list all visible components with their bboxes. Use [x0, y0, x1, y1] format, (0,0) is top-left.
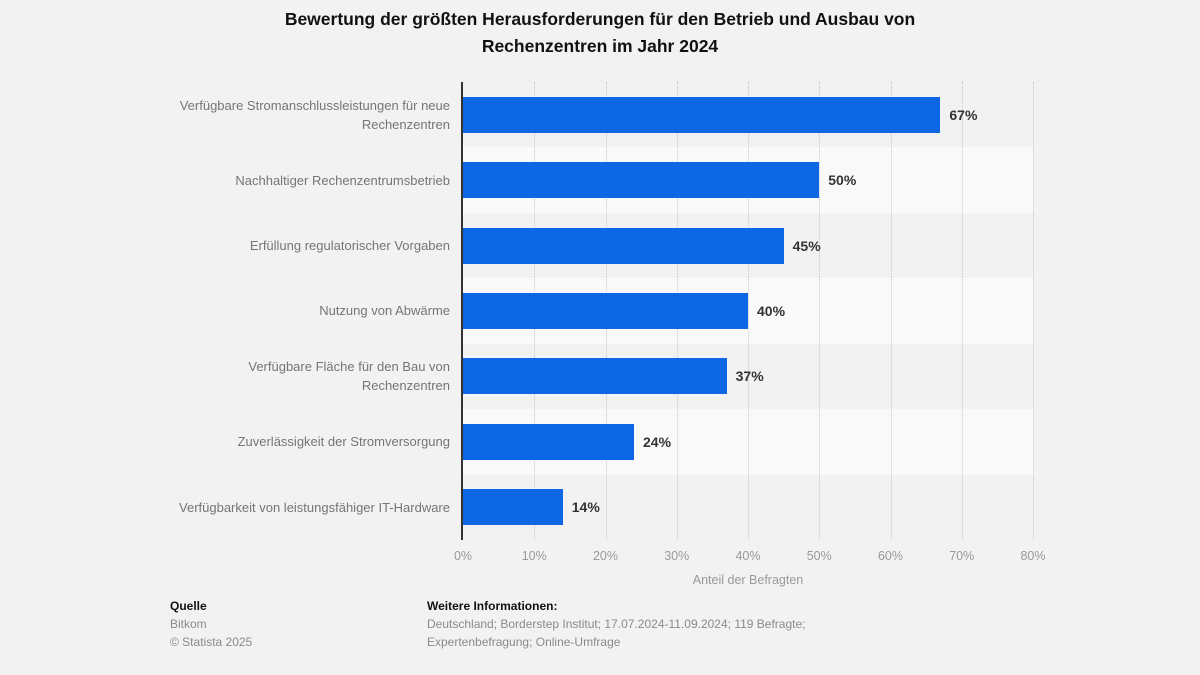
bar-3[interactable]	[463, 227, 784, 264]
category-axis-labels: Verfügbare Stromanschlussleistungen für …	[168, 82, 450, 540]
bar-value-label: 14%	[571, 499, 600, 516]
x-tick-label-80pct: 80%	[1020, 549, 1046, 563]
source-heading: Quelle	[170, 599, 207, 613]
category-label: Verfügbare Stromanschlussleistungen für …	[179, 97, 450, 132]
bar-5[interactable]	[463, 358, 727, 395]
bar-value-label: 45%	[792, 237, 821, 254]
category-label: Verfügbarkeit von leistungsfähiger IT-Ha…	[179, 499, 450, 515]
x-axis-tick-labels: 0% 10% 20% 30% 40% 50% 60% 70% 80%	[454, 549, 1046, 565]
x-tick-label-30pct: 30%	[664, 549, 690, 563]
category-label: Verfügbare Fläche für den Bau von Rechen…	[248, 359, 450, 394]
x-tick-label-70pct: 70%	[949, 549, 975, 563]
bar-value-label: 50%	[828, 172, 857, 189]
category-label: Zuverlässigkeit der Stromversorgung	[237, 434, 450, 450]
gridline-70	[961, 82, 963, 540]
gridline-80	[1033, 82, 1034, 540]
survey-details-line-1: Deutschland; Borderstep Institut; 17.07.…	[427, 617, 806, 631]
category-label: Erfüllung regulatorischer Vorgaben	[249, 238, 450, 254]
bar-1[interactable]	[463, 96, 941, 133]
bar-value-label: 37%	[735, 368, 764, 385]
value-axis-baseline	[461, 82, 463, 540]
chart-title-line-2: Rechenzentren im Jahr 2024	[481, 36, 719, 56]
further-information-heading: Weitere Informationen:	[427, 599, 558, 613]
category-label: Nachhaltiger Rechenzentrumsbetrieb	[235, 172, 450, 188]
chart-plot-area: 67% 50% 45% 40% 37% 24% 14%	[463, 82, 1034, 540]
bar-7[interactable]	[463, 489, 563, 526]
further-information-block: Weitere Informationen: Deutschland; Bord…	[427, 597, 805, 651]
x-tick-label-40pct: 40%	[735, 549, 761, 563]
chart-title-line-1: Bewertung der größten Herausforderungen …	[284, 9, 916, 29]
x-tick-label-10pct: 10%	[521, 549, 547, 563]
x-axis-title: Anteil der Befragten	[692, 573, 804, 587]
source-block: Quelle Bitkom © Statista 2025	[170, 597, 252, 651]
x-tick-label-0pct: 0%	[453, 549, 473, 563]
gridline-40	[748, 82, 749, 540]
x-tick-label-50pct: 50%	[806, 549, 832, 563]
bar-6[interactable]	[463, 423, 634, 460]
category-label: Nutzung von Abwärme	[319, 303, 450, 319]
bar-value-label: 24%	[643, 433, 672, 450]
chart-title: Bewertung der größten Herausforderungen …	[0, 6, 1200, 60]
x-tick-label-20pct: 20%	[592, 549, 619, 563]
survey-details-line-2: Expertenbefragung; Online-Umfrage	[427, 635, 621, 649]
bar-value-label: 40%	[757, 303, 786, 319]
copyright-notice: © Statista 2025	[170, 635, 253, 649]
bar-value-label: 67%	[949, 106, 978, 123]
x-tick-label-60pct: 60%	[877, 549, 904, 563]
source-name: Bitkom	[170, 617, 207, 631]
bar-4[interactable]	[463, 293, 748, 329]
gridline-50	[819, 82, 821, 540]
bar-2[interactable]	[463, 162, 820, 199]
gridline-60	[890, 82, 892, 540]
